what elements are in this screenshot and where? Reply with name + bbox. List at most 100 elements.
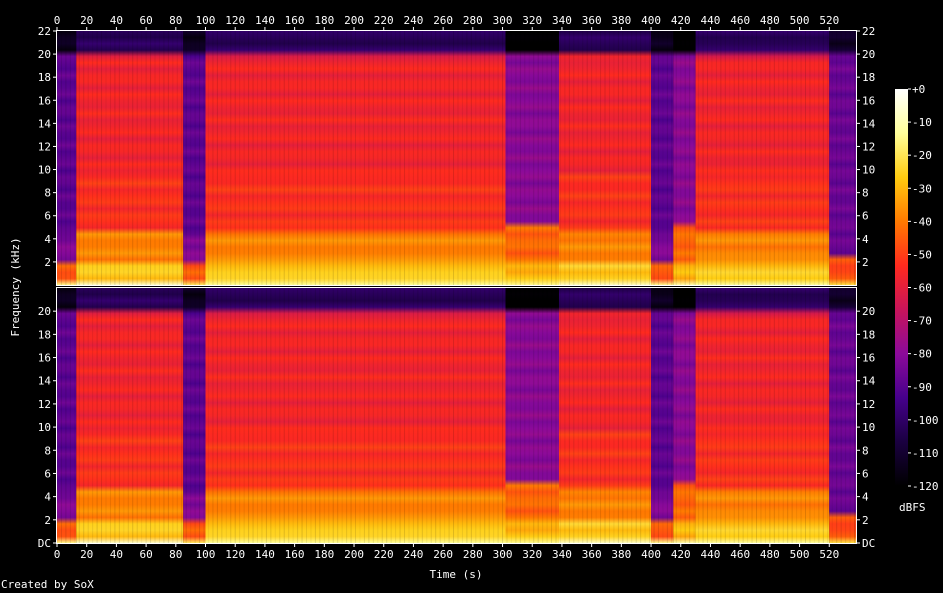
x-tick-label: 20	[80, 548, 93, 561]
x-tick-label: 140	[255, 548, 275, 561]
x-tick-label: 360	[582, 14, 602, 27]
colorbar-tick-label: -20	[912, 149, 932, 162]
spectrogram-segment	[673, 288, 696, 543]
y-tick-label: 18	[38, 71, 51, 84]
spectrogram-segment	[205, 31, 506, 285]
colorbar-tick-label: -10	[912, 116, 932, 129]
spectrogram-segment	[505, 288, 559, 543]
y-tick-label: DC	[862, 537, 875, 550]
x-tick-label: 300	[493, 14, 513, 27]
spectrogram-panels	[56, 31, 856, 543]
y-tick-label: 20	[38, 48, 51, 61]
y-tick-label: 4	[862, 491, 869, 504]
colorbar-tick-label: -50	[912, 248, 932, 261]
x-tick-label: 500	[790, 548, 810, 561]
y-tick-label: 14	[862, 375, 876, 388]
x-tick-label: 120	[225, 14, 245, 27]
y-tick-label: 10	[38, 421, 51, 434]
y-tick-label: 16	[862, 94, 875, 107]
y-tick-label: 12	[862, 398, 875, 411]
x-tick-label: 260	[433, 14, 453, 27]
x-tick-label: 180	[314, 548, 334, 561]
x-tick-label: 80	[169, 14, 182, 27]
x-tick-label: 0	[54, 548, 61, 561]
x-tick-label: 460	[730, 14, 750, 27]
x-tick-label: 40	[110, 548, 123, 561]
colorbar-tick-label: -80	[912, 348, 932, 361]
x-tick-label: 20	[80, 14, 93, 27]
y-tick-label: 16	[38, 94, 51, 107]
footer-credit: Created by SoX	[1, 578, 94, 591]
colorbar-label: dBFS	[899, 501, 926, 514]
y-tick-label: 18	[862, 71, 875, 84]
x-tick-label: 420	[671, 14, 691, 27]
y-axis-title: Frequency (kHz)	[9, 237, 22, 336]
x-tick-label: 240	[403, 548, 423, 561]
y-tick-label: 12	[38, 398, 51, 411]
x-tick-label: 380	[611, 14, 631, 27]
colorbar	[895, 89, 908, 486]
spectrogram-segment	[183, 31, 206, 285]
x-tick-label: 280	[463, 548, 483, 561]
x-tick-label: 60	[139, 14, 152, 27]
x-tick-label: 280	[463, 14, 483, 27]
x-tick-label: 120	[225, 548, 245, 561]
y-tick-label: 14	[38, 375, 52, 388]
x-tick-label: 520	[819, 548, 839, 561]
x-tick-label: 60	[139, 548, 152, 561]
x-tick-label: 440	[701, 14, 721, 27]
spectrogram-segment	[558, 31, 652, 285]
y-tick-label: 2	[44, 514, 51, 527]
x-tick-label: 320	[522, 548, 542, 561]
spectrogram-segment	[558, 288, 652, 543]
colorbar-tick-label: -90	[912, 381, 932, 394]
x-tick-label: 100	[196, 14, 216, 27]
y-tick-label: 18	[862, 328, 875, 341]
x-tick-label: 0	[54, 14, 61, 27]
y-tick-label: 8	[44, 187, 51, 200]
x-tick-label: 480	[760, 548, 780, 561]
spectrogram-segment	[829, 288, 856, 543]
x-tick-label: 520	[819, 14, 839, 27]
y-tick-label: 4	[44, 233, 51, 246]
y-tick-label: 10	[38, 164, 51, 177]
y-tick-label: 22	[862, 25, 875, 38]
y-tick-label: 2	[44, 256, 51, 269]
x-tick-label: 380	[611, 548, 631, 561]
x-tick-label: 240	[403, 14, 423, 27]
x-tick-label: 340	[552, 14, 572, 27]
y-tick-label: 16	[862, 352, 875, 365]
y-tick-label: 14	[38, 117, 52, 130]
y-tick-label: 6	[44, 210, 51, 223]
y-tick-label: 10	[862, 164, 875, 177]
y-tick-label: 14	[862, 117, 876, 130]
x-tick-label: 320	[522, 14, 542, 27]
spectrogram-segment	[673, 31, 696, 285]
y-tick-label: 12	[862, 140, 875, 153]
y-tick-label: 8	[862, 444, 869, 457]
y-tick-label: 2	[862, 256, 869, 269]
spectrogram-segment	[651, 31, 674, 285]
colorbar-tick-label: -40	[912, 215, 932, 228]
x-tick-label: 500	[790, 14, 810, 27]
y-tick-label: 8	[44, 444, 51, 457]
y-tick-label: 6	[862, 467, 869, 480]
spectrogram-segment	[505, 31, 559, 285]
spectrogram-segment	[651, 288, 674, 543]
x-tick-label: 220	[374, 548, 394, 561]
y-tick-label: 8	[862, 187, 869, 200]
y-tick-label: 20	[862, 48, 875, 61]
x-tick-label: 400	[641, 548, 661, 561]
y-tick-label: 22	[38, 25, 51, 38]
spectrogram-segment	[57, 288, 77, 543]
x-tick-label: 300	[493, 548, 513, 561]
x-tick-label: 460	[730, 548, 750, 561]
x-tick-label: 360	[582, 548, 602, 561]
spectrogram-segment	[695, 288, 830, 543]
y-tick-label: 4	[44, 491, 51, 504]
x-tick-label: 200	[344, 14, 364, 27]
colorbar-tick-label: -110	[912, 447, 939, 460]
x-tick-label: 160	[285, 14, 305, 27]
x-tick-label: 260	[433, 548, 453, 561]
colorbar-tick-label: -60	[912, 282, 932, 295]
